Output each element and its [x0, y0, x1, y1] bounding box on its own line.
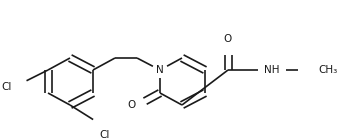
Text: Cl: Cl — [100, 130, 110, 138]
Text: O: O — [224, 34, 232, 44]
Text: O: O — [128, 100, 136, 110]
Text: CH₃: CH₃ — [318, 65, 337, 75]
Text: Cl: Cl — [1, 82, 12, 92]
Text: N: N — [156, 65, 164, 75]
Text: NH: NH — [264, 65, 280, 75]
